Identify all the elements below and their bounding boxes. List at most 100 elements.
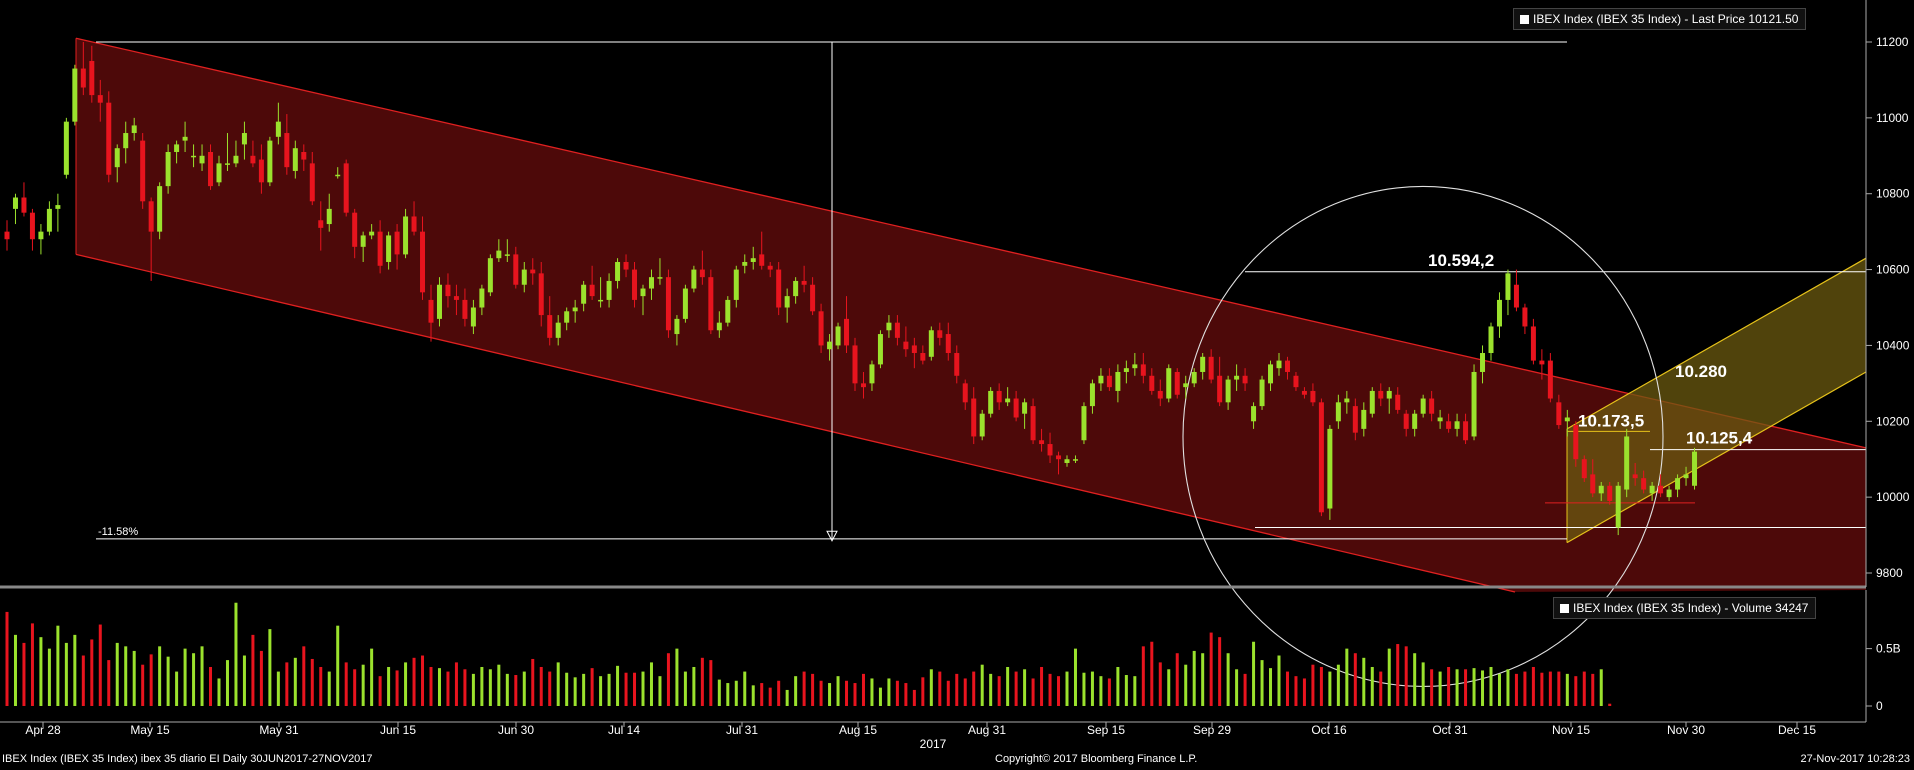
volume-bar (1489, 666, 1493, 706)
volume-bar (836, 676, 840, 706)
volume-bar (565, 672, 569, 706)
candle-body (937, 330, 943, 338)
volume-bar (1574, 676, 1578, 706)
candle-body (962, 383, 968, 403)
candle (1022, 398, 1028, 429)
candle-body (572, 307, 578, 312)
volume-bar (895, 680, 899, 706)
candle (1412, 409, 1418, 437)
candle-body (1615, 485, 1621, 528)
volume-bar (259, 650, 263, 706)
volume-bar (1167, 669, 1171, 706)
candle-body (241, 133, 247, 145)
candle (191, 144, 197, 168)
candle (394, 224, 400, 270)
candle (1166, 364, 1172, 403)
volume-bar (13, 634, 17, 706)
volume-bar (412, 657, 416, 706)
candle-body (615, 261, 621, 281)
candle (1259, 375, 1265, 410)
candle-body (1556, 402, 1562, 426)
candle (352, 208, 358, 259)
candle-body (589, 284, 595, 297)
candle (708, 269, 714, 335)
candle-body (309, 163, 315, 202)
volume-bar (1090, 671, 1094, 706)
volume-bar (1387, 648, 1391, 706)
downtrend-channel (75, 37, 1867, 593)
volume-bar (692, 666, 696, 706)
volume-bar (1226, 653, 1230, 706)
volume-bar (1133, 676, 1137, 706)
candle-body (1335, 402, 1341, 422)
candle (1530, 318, 1536, 365)
candle (665, 269, 671, 338)
candle-body (335, 174, 341, 177)
candle-body (971, 398, 977, 437)
candle (1683, 466, 1689, 486)
candle-body (318, 220, 324, 228)
x-tick-label: Oct 16 (1311, 723, 1347, 737)
candle (250, 140, 256, 168)
candle-body (462, 299, 468, 319)
x-tick-label: Jun 15 (380, 723, 416, 737)
candle-body (72, 68, 78, 122)
candle (233, 140, 239, 168)
candle-body (1361, 409, 1367, 429)
candle-body (945, 334, 951, 354)
candle-body (750, 258, 756, 262)
candle (818, 303, 824, 354)
candle (742, 254, 748, 274)
volume-bar (1175, 653, 1179, 706)
candle (199, 144, 205, 171)
legend-swatch (1560, 604, 1569, 613)
candle-body (928, 330, 934, 357)
candle-body (275, 121, 281, 137)
volume-bar (310, 658, 314, 706)
volume-bar (437, 668, 441, 706)
candle-body (555, 322, 561, 338)
volume-bar (1031, 678, 1035, 706)
candle-body (411, 216, 417, 232)
candle (403, 208, 409, 259)
candle (462, 288, 468, 327)
volume-bar (878, 687, 882, 706)
volume-bar (480, 666, 484, 706)
volume-bar (1413, 653, 1417, 706)
candle-body (1505, 273, 1511, 300)
volume-bar (1514, 673, 1518, 706)
candle (1089, 379, 1095, 414)
volume-bar (395, 670, 399, 706)
volume-bar (1192, 650, 1196, 706)
volume-bar (717, 679, 721, 706)
volume-bar (446, 671, 450, 706)
candle-body (1149, 375, 1155, 391)
candle (1564, 409, 1570, 437)
volume-bar (1294, 676, 1298, 706)
candle (445, 273, 451, 308)
candle (1005, 387, 1011, 407)
candle (1658, 474, 1664, 498)
candle-body (1039, 440, 1045, 445)
candle-body (1522, 307, 1528, 327)
candle (852, 337, 858, 391)
volume-bar (582, 673, 586, 706)
candle-body (1369, 390, 1375, 414)
candle-body (1386, 390, 1392, 399)
axes: 11200 11000 10800 10600 10400 10200 10000 9800 0… (0, 0, 1910, 751)
candle (945, 322, 951, 361)
candle-body (377, 231, 383, 266)
candle-body (1242, 375, 1248, 384)
volume-bar (107, 660, 111, 706)
candle-body (793, 280, 799, 297)
candle-body (1454, 421, 1460, 429)
candle-body (784, 296, 790, 308)
candle-body (1191, 371, 1197, 384)
candle (148, 197, 154, 281)
candle-body (12, 197, 18, 209)
candle-body (1047, 444, 1053, 456)
candle (1666, 485, 1672, 501)
candle (1106, 368, 1112, 391)
candle (1208, 349, 1214, 384)
candle-body (369, 231, 375, 236)
